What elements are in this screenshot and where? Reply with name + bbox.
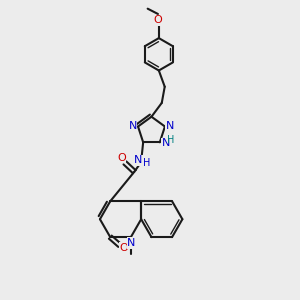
- Text: N: N: [166, 121, 174, 131]
- Text: H: H: [167, 135, 175, 145]
- Text: N: N: [161, 139, 170, 148]
- Text: O: O: [119, 243, 128, 253]
- Text: O: O: [154, 15, 162, 26]
- Text: N: N: [128, 121, 137, 131]
- Text: N: N: [134, 155, 142, 165]
- Text: O: O: [117, 153, 126, 163]
- Text: H: H: [143, 158, 151, 168]
- Text: N: N: [127, 238, 136, 248]
